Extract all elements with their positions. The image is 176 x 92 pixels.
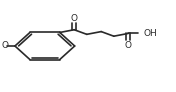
Text: O: O <box>71 14 78 23</box>
Text: O: O <box>125 41 132 50</box>
Text: O: O <box>1 41 8 51</box>
Text: OH: OH <box>143 29 157 38</box>
